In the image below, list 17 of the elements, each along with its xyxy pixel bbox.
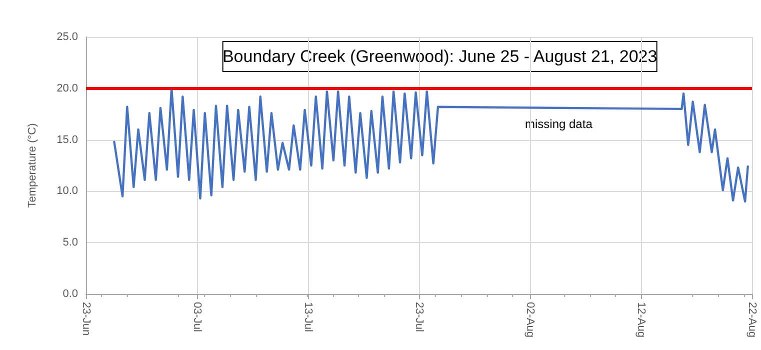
- y-tick-label: 0.0: [62, 288, 78, 300]
- annotation: missing data: [525, 117, 593, 131]
- y-tick-label: 15.0: [56, 134, 78, 146]
- y-tick-label: 5.0: [62, 236, 78, 249]
- y-axis-title: Temperature (°C): [26, 123, 38, 208]
- y-tick-label: 10.0: [56, 185, 78, 198]
- line-series: [113, 87, 749, 203]
- x-tick-label: 23-Jun: [80, 302, 92, 336]
- x-tick-label: 12-Aug: [635, 302, 647, 338]
- x-tick-label: 02-Aug: [524, 302, 536, 338]
- x-tick-label: 22-Aug: [746, 302, 758, 338]
- x-tick-label: 03-Jul: [191, 302, 203, 332]
- x-tick-label: 13-Jul: [302, 302, 314, 332]
- text: Boundary Creek (Greenwood): June 25 - August 21, 2023: [222, 47, 658, 66]
- y-tick-label: 25.0: [56, 31, 78, 43]
- y-tick-label: 20.0: [56, 82, 78, 94]
- x-tick-label: 23-Jul: [413, 302, 425, 332]
